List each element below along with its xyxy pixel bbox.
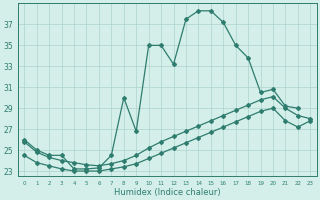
X-axis label: Humidex (Indice chaleur): Humidex (Indice chaleur) [114,188,220,197]
